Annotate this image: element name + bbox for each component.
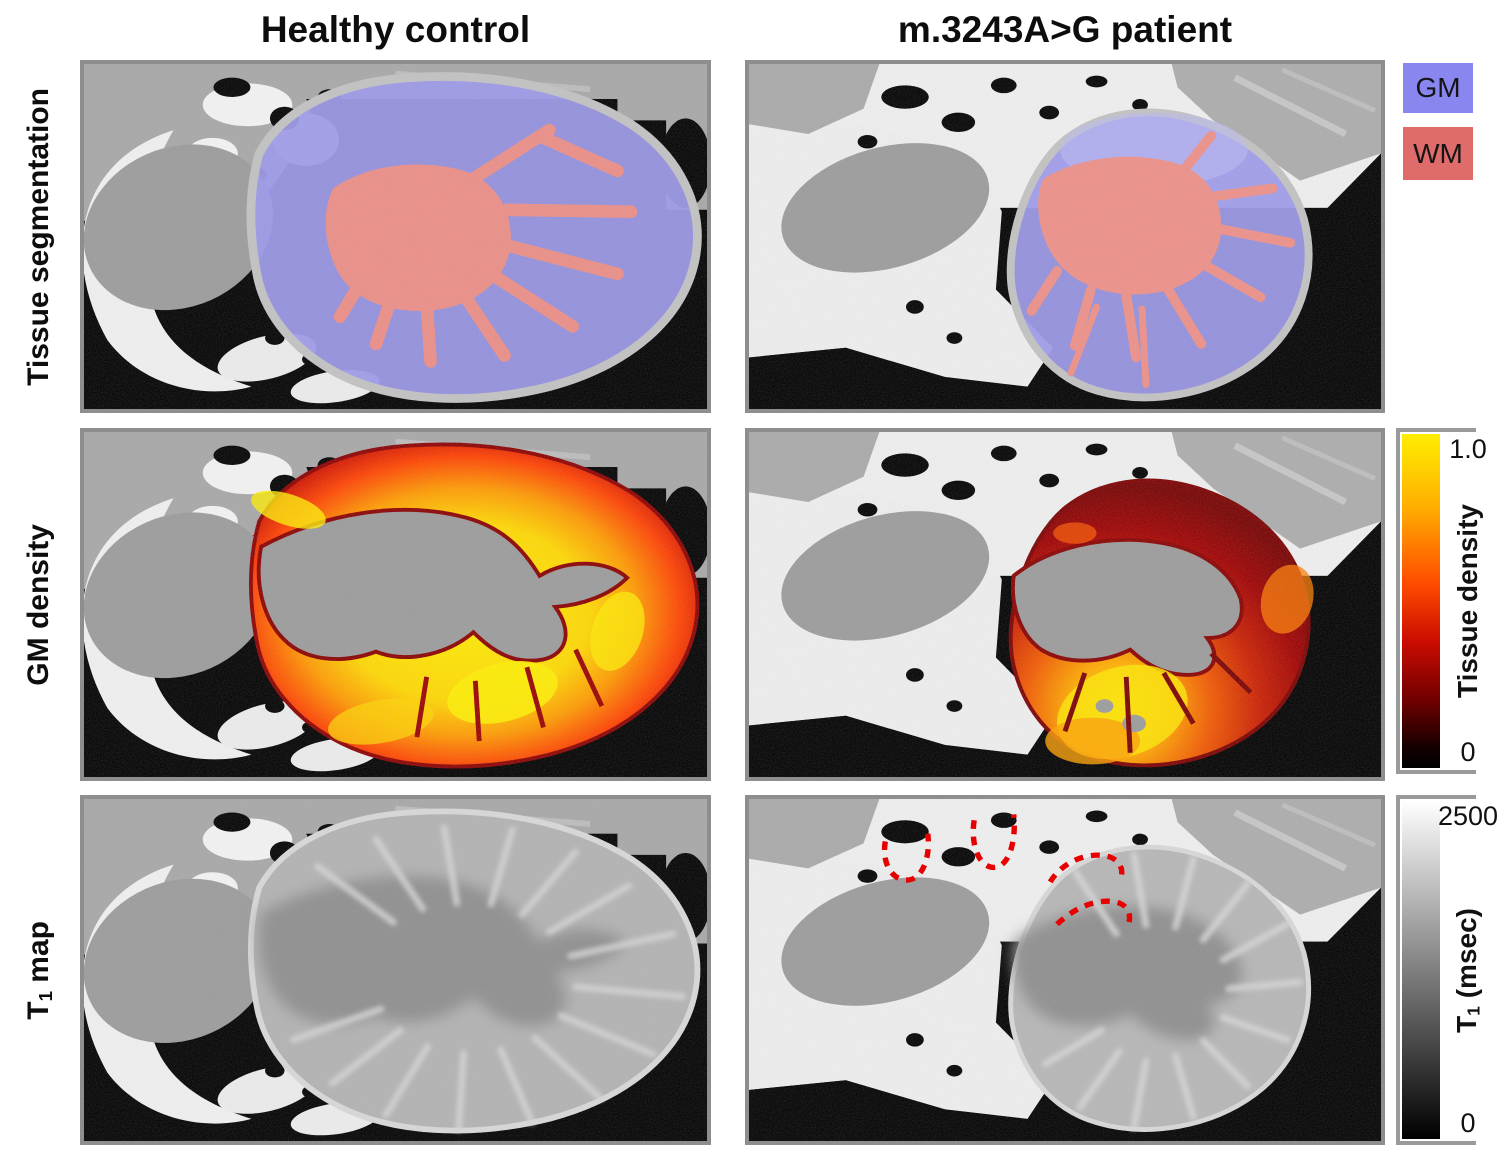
mri-image-control-gm-density xyxy=(84,432,707,777)
mri-panel-control-segmentation xyxy=(80,60,711,413)
mri-panel-patient-gm-density xyxy=(745,428,1385,781)
wm-legend-swatch: WM xyxy=(1403,127,1473,180)
tissue-density-gradient xyxy=(1402,434,1440,768)
row-label-text: T1 map xyxy=(21,920,56,1020)
column-title-healthy-control: Healthy control xyxy=(260,9,531,50)
row-label-gm-density: GM density xyxy=(0,428,78,781)
t1-colorbar: 2500 T1 (msec) 0 xyxy=(1396,795,1498,1145)
mri-image-control-segmentation xyxy=(84,64,707,409)
t1-max: 2500 xyxy=(1437,801,1499,831)
mri-panel-patient-t1-map xyxy=(745,795,1385,1145)
t1-title: T1 (msec) xyxy=(1451,907,1484,1033)
wm-legend-label: WM xyxy=(1413,137,1463,169)
t1-labels: 2500 T1 (msec) 0 xyxy=(1438,801,1498,1139)
tissue-density-labels: 1.0 Tissue density 0 xyxy=(1442,434,1494,768)
gm-legend-label: GM xyxy=(1415,72,1461,103)
row-label-t1-map: T1 map xyxy=(0,795,78,1145)
gm-legend-swatch: GM xyxy=(1403,63,1473,113)
atrophy-annotation-dashes xyxy=(881,814,1133,929)
mri-image-patient-gm-density xyxy=(749,432,1381,777)
row-label-text: GM density xyxy=(22,523,55,686)
t1-gradient xyxy=(1402,801,1440,1139)
mri-image-patient-t1-map xyxy=(749,799,1381,1141)
t1-min: 0 xyxy=(1460,1108,1476,1138)
tissue-density-max: 1.0 xyxy=(1449,434,1487,464)
mri-panel-control-t1-map xyxy=(80,795,711,1145)
mri-image-patient-segmentation xyxy=(749,64,1381,409)
mri-panel-control-gm-density xyxy=(80,428,711,781)
column-title-patient: m.3243A>G patient xyxy=(897,9,1233,50)
mri-image-control-t1-map xyxy=(84,799,707,1141)
tissue-density-min: 0 xyxy=(1460,736,1476,767)
row-label-tissue-segmentation: Tissue segmentation xyxy=(0,60,78,413)
tissue-density-title: Tissue density xyxy=(1452,503,1483,698)
tissue-density-colorbar: 1.0 Tissue density 0 xyxy=(1396,428,1487,774)
mri-panel-patient-segmentation xyxy=(745,60,1385,413)
row-label-text: Tissue segmentation xyxy=(22,87,55,386)
